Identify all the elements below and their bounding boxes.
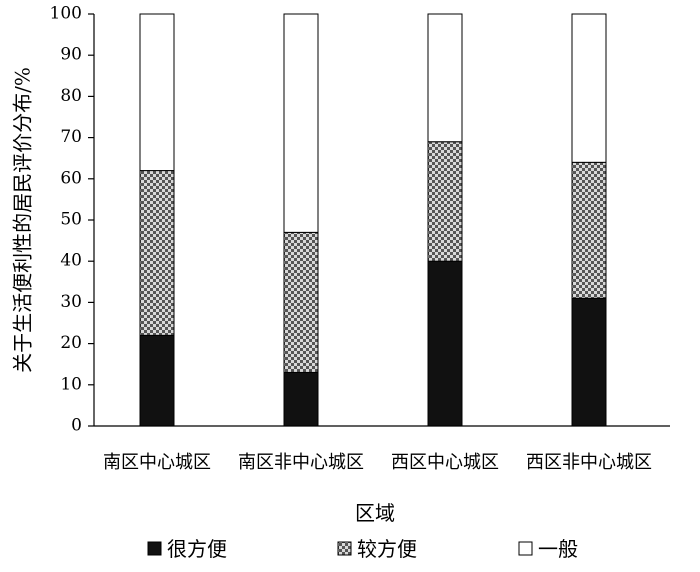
bar-segment-2-3	[427, 141, 463, 262]
x-axis-title: 区域	[355, 501, 395, 525]
bar-segment-2-4	[571, 161, 607, 299]
legend-swatch-1	[147, 541, 162, 556]
x-tick-label: 西区中心城区	[391, 452, 499, 473]
legend-swatch-2	[337, 541, 352, 556]
y-tick-label: 10	[60, 374, 82, 394]
bar-segment-1-3	[427, 260, 463, 427]
y-tick-label: 90	[60, 45, 82, 65]
legend-label-3: 一般	[538, 537, 578, 561]
y-tick-label: 100	[50, 4, 82, 24]
bar-segment-2-2	[283, 231, 319, 373]
x-tick-label: 南区非中心城区	[238, 452, 364, 473]
y-tick-label: 0	[71, 416, 82, 436]
bar-segment-3-1	[139, 13, 175, 172]
bar-segment-3-3	[427, 13, 463, 143]
y-tick-label: 80	[60, 86, 82, 106]
legend-label-1: 很方便	[167, 537, 227, 561]
bar-segment-3-4	[571, 13, 607, 163]
bars	[139, 13, 607, 427]
y-axis-title: 关于生活便利性的居民评价分布/%	[11, 67, 35, 373]
legend-swatch-3	[518, 541, 533, 556]
y-tick-label: 50	[60, 210, 82, 230]
y-tick-label: 70	[60, 127, 82, 147]
y-tick-label: 30	[60, 292, 82, 312]
y-axis-title-text: 关于生活便利性的居民评价分布/%	[11, 67, 35, 373]
bar-segment-1-2	[283, 371, 319, 427]
y-tick-label: 20	[60, 333, 82, 353]
bar-segment-3-2	[283, 13, 319, 233]
legend-label-2: 较方便	[357, 537, 417, 561]
bar-segment-1-1	[139, 334, 175, 427]
y-axis: 0 10 20 30 40 50 60 70 80 90 100	[50, 4, 95, 436]
x-tick-label: 南区中心城区	[103, 452, 211, 473]
y-tick-label: 40	[60, 251, 82, 271]
x-tick-label: 西区非中心城区	[526, 452, 652, 473]
y-tick-label: 60	[60, 168, 82, 188]
x-axis: 南区中心城区 南区非中心城区 西区中心城区 西区非中心城区	[94, 425, 670, 473]
bar-segment-1-4	[571, 297, 607, 427]
legend: 很方便 较方便 一般	[147, 537, 578, 561]
bar-segment-2-1	[139, 170, 175, 336]
